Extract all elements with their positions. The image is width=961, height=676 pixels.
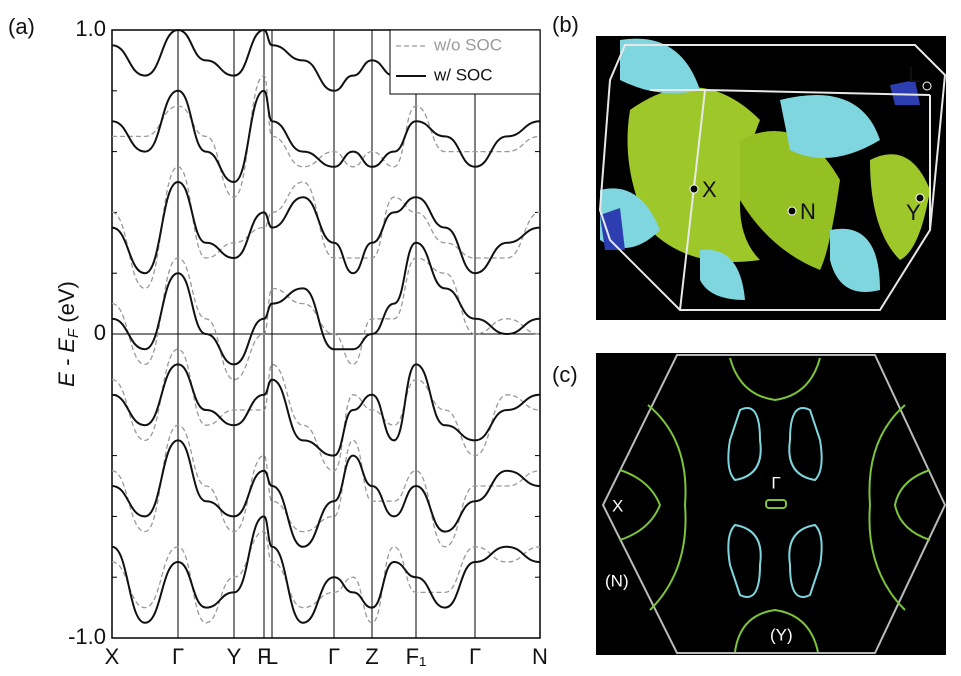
point-label: L [908, 62, 920, 87]
point [788, 207, 796, 215]
y-tick-label: -1.0 [68, 624, 106, 649]
x-tick-label: L [266, 644, 278, 669]
band [112, 516, 540, 622]
band [112, 364, 540, 455]
band [112, 182, 540, 273]
x-tick-label: N [532, 644, 548, 669]
band [112, 440, 540, 546]
band [112, 243, 540, 365]
point-label: X [702, 177, 717, 202]
point [923, 82, 931, 90]
point-label: (Y) [770, 625, 793, 644]
point-label: (N) [605, 571, 629, 590]
x-tick-label: Y [227, 644, 242, 669]
panel-label: (b) [552, 12, 579, 37]
point-label: Y [906, 200, 921, 225]
band [112, 532, 540, 623]
point-label: Γ [771, 473, 780, 492]
y-label-main: E - E [54, 338, 79, 387]
x-tick-label: Γ [172, 644, 184, 669]
y-axis-label: E - EF (eV) [54, 281, 82, 387]
band [112, 91, 540, 182]
y-label-unit: (eV) [54, 281, 79, 329]
x-tick-label: X [105, 644, 120, 669]
y-tick-label: 1.0 [75, 16, 106, 41]
x-tick-label: Z [365, 644, 378, 669]
fermi-surface-2d: Γ X (N) (Y) [596, 353, 946, 655]
x-tick-label: Γ [469, 644, 481, 669]
band [112, 349, 540, 471]
panel-label: (c) [552, 362, 578, 387]
figure: (a) E - EF (eV) XΓYFLΓZF₁ΓN-1.001.0w/o S… [0, 0, 961, 671]
point-label: X [612, 496, 623, 515]
panel-label: (a) [8, 14, 35, 39]
point [690, 185, 698, 193]
y-tick-label: 0 [94, 320, 106, 345]
band [112, 425, 540, 547]
fermi-surface-3d: L X N Y [596, 36, 946, 320]
x-tick-label: F₁ [406, 644, 427, 669]
point-label: N [800, 199, 816, 224]
x-tick-label: Γ [328, 644, 340, 669]
legend-label: w/ SOC [433, 65, 493, 84]
legend-label: w/o SOC [433, 35, 502, 54]
band [112, 167, 540, 289]
